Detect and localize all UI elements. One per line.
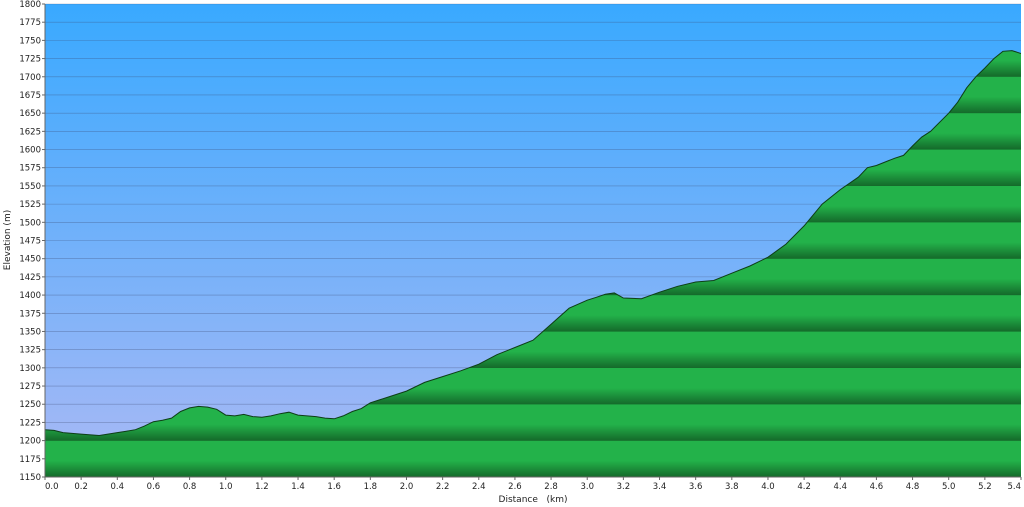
y-tick-label: 1225: [19, 418, 41, 428]
x-tick-label: 0.4: [111, 482, 125, 492]
x-axis-ticks: 0.0 0.2 0.4 0.6 0.8 1.0 1.2 1.4 1.6 1.8 2.0 2.2 2.4 2…: [44, 477, 1022, 492]
y-tick-label: 1525: [19, 200, 41, 210]
x-tick-label: 2.0: [400, 482, 414, 492]
x-tick-label: 0.6: [147, 482, 161, 492]
y-tick-label: 1675: [19, 91, 41, 101]
y-tick-label: 1750: [19, 36, 41, 46]
x-tick-label: 1.2: [255, 482, 269, 492]
y-tick-label: 1800: [19, 0, 41, 10]
x-tick-label: 3.8: [725, 482, 739, 492]
y-tick-label: 1400: [19, 291, 41, 301]
y-tick-label: 1200: [19, 437, 41, 447]
elevation-outline: [45, 50, 1021, 437]
x-tick-label: 5.0: [942, 482, 956, 492]
y-tick-label: 1625: [19, 127, 41, 137]
x-axis-title: Distance (km): [499, 495, 568, 505]
x-tick-label: 4.0: [761, 482, 775, 492]
x-tick-label: 5.4: [1007, 482, 1021, 492]
x-tick-label: 2.6: [508, 482, 522, 492]
x-tick-label: 1.0: [219, 482, 233, 492]
x-tick-label: 1.6: [327, 482, 341, 492]
x-tick-label: 1.8: [364, 482, 378, 492]
y-tick-label: 1775: [19, 18, 41, 28]
y-tick-label: 1175: [19, 455, 41, 465]
y-tick-label: 1550: [19, 182, 41, 192]
y-tick-label: 1150: [19, 473, 41, 483]
x-tick-label: 3.0: [580, 482, 594, 492]
y-tick-label: 1450: [19, 255, 41, 265]
y-tick-label: 1650: [19, 109, 41, 119]
y-tick-label: 1275: [19, 382, 41, 392]
y-tick-label: 1375: [19, 309, 41, 319]
x-tick-label: 3.4: [653, 482, 667, 492]
x-tick-label: 0.2: [74, 482, 88, 492]
y-tick-label: 1700: [19, 73, 41, 83]
y-tick-label: 1725: [19, 55, 41, 65]
y-tick-label: 1250: [19, 400, 41, 410]
y-tick-label: 1575: [19, 164, 41, 174]
x-tick-label: 2.4: [472, 482, 486, 492]
x-tick-label: 3.2: [617, 482, 631, 492]
x-tick-label: 0.0: [45, 482, 59, 492]
x-tick-label: 3.6: [689, 482, 703, 492]
x-tick-label: 2.8: [544, 482, 558, 492]
x-tick-label: 2.2: [436, 482, 450, 492]
y-tick-label: 1425: [19, 273, 41, 283]
y-tick-label: 1350: [19, 327, 41, 337]
x-tick-label: 0.8: [183, 482, 197, 492]
x-tick-label: 4.8: [906, 482, 920, 492]
y-tick-label: 1300: [19, 364, 41, 374]
y-axis-ticks: 1150 1175 1200 1225 1250 1275 1300 1325 1350 1375…: [19, 0, 45, 483]
x-tick-label: 4.6: [870, 482, 884, 492]
x-tick-label: 4.2: [797, 482, 811, 492]
y-axis-title: Elevation (m): [3, 210, 13, 270]
x-tick-label: 4.4: [833, 482, 847, 492]
y-tick-label: 1600: [19, 146, 41, 156]
y-tick-label: 1500: [19, 218, 41, 228]
y-tick-label: 1475: [19, 237, 41, 247]
y-tick-label: 1325: [19, 346, 41, 356]
elevation-area: [45, 50, 1021, 477]
x-tick-label: 1.4: [291, 482, 305, 492]
x-tick-label: 5.2: [978, 482, 992, 492]
